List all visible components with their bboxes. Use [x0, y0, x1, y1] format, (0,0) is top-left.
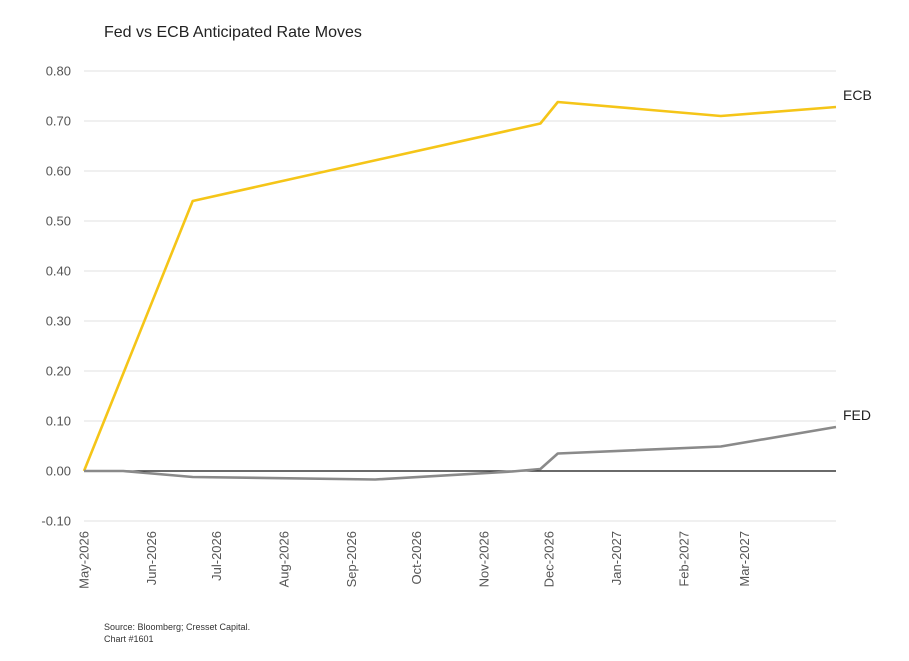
y-tick-label: 0.00 [46, 464, 71, 479]
series-label-ecb: ECB [843, 87, 872, 103]
x-tick-label: Nov-2026 [476, 531, 491, 587]
x-tick-label: Oct-2026 [409, 531, 424, 584]
y-tick-label: 0.70 [46, 114, 71, 129]
x-tick-label: Jun-2026 [144, 531, 159, 585]
series-line-ecb [82, 100, 837, 472]
series-label-fed: FED [843, 407, 871, 423]
x-tick-label: Jul-2026 [209, 531, 224, 581]
gridlines [84, 70, 836, 522]
x-tick-label: Mar-2027 [737, 531, 752, 587]
y-tick-label: 0.30 [46, 314, 71, 329]
source-note: Source: Bloomberg; Cresset Capital. [104, 622, 250, 632]
y-tick-label: 0.80 [46, 64, 71, 79]
x-tick-label: Dec-2026 [542, 531, 557, 587]
series-line-fed [84, 425, 837, 481]
series-labels: ECB FED [843, 87, 872, 423]
y-axis-ticks: 0.80 0.70 0.60 0.50 0.40 0.30 0.20 0.10 0.00 -0.1… [41, 64, 71, 529]
y-tick-label: 0.50 [46, 214, 71, 229]
chart-number: Chart #1601 [104, 634, 154, 644]
x-axis-ticks: May-2026 Jun-2026 Jul-2026 Aug-2026 Sep-2026… [77, 531, 753, 589]
y-tick-label: -0.10 [41, 514, 71, 529]
series-lines [82, 100, 837, 481]
x-tick-label: Aug-2026 [276, 531, 291, 587]
chart-title: Fed vs ECB Anticipated Rate Moves [104, 24, 362, 41]
x-tick-label: Sep-2026 [344, 531, 359, 587]
x-tick-label: Jan-2027 [609, 531, 624, 585]
y-tick-label: 0.40 [46, 264, 71, 279]
y-tick-label: 0.20 [46, 364, 71, 379]
x-tick-label: Feb-2027 [676, 531, 691, 587]
y-tick-label: 0.60 [46, 164, 71, 179]
y-tick-label: 0.10 [46, 414, 71, 429]
x-tick-label: May-2026 [77, 531, 92, 589]
